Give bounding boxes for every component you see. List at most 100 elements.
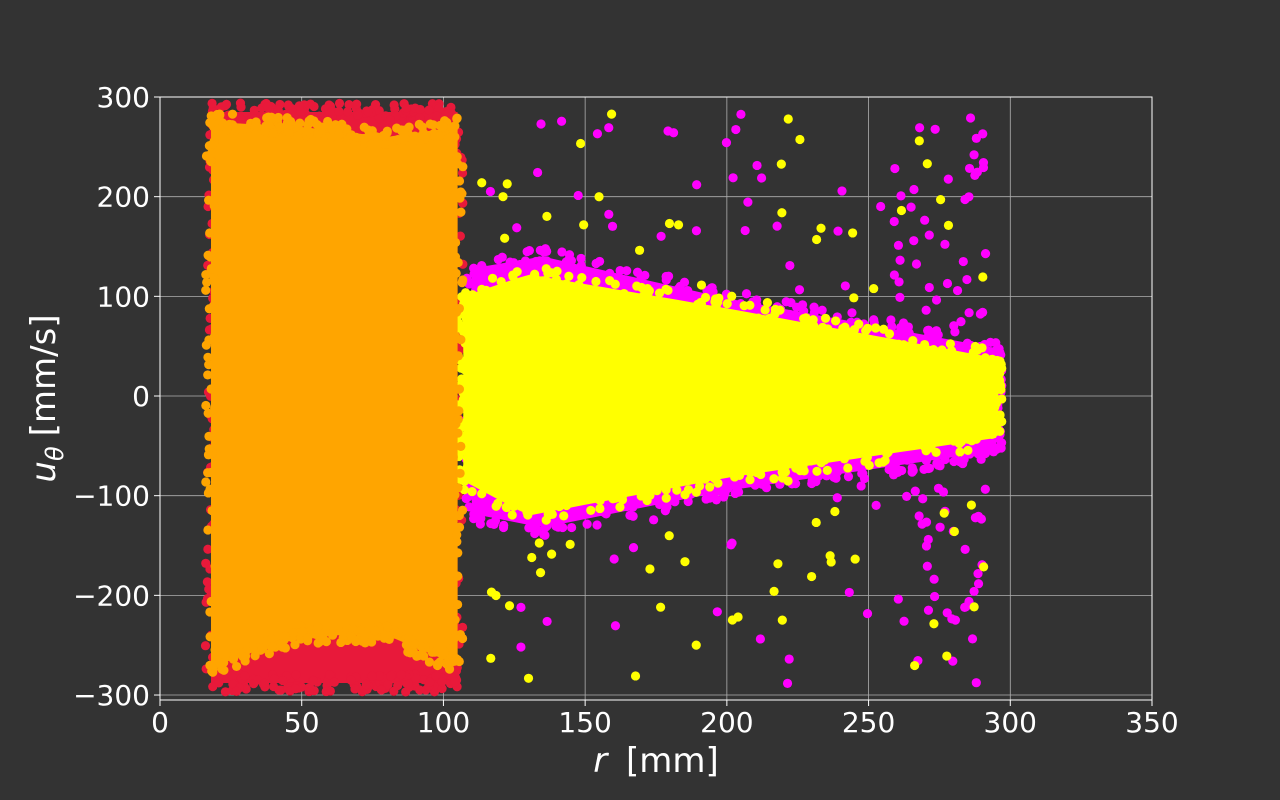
data-point	[848, 446, 858, 456]
data-point	[683, 485, 694, 495]
data-point	[980, 448, 990, 459]
y-axis-label: uθ[mm/s]	[24, 314, 69, 482]
data-point	[784, 654, 794, 664]
data-point	[296, 634, 306, 644]
data-point	[318, 633, 328, 643]
data-point	[922, 159, 932, 169]
data-point	[967, 634, 978, 644]
data-point	[278, 676, 288, 686]
data-point	[371, 132, 382, 142]
data-point	[782, 678, 793, 688]
data-point	[576, 253, 586, 264]
data-point	[353, 110, 363, 120]
data-point	[464, 425, 474, 436]
data-point	[491, 590, 501, 601]
data-point	[820, 313, 831, 323]
data-point	[481, 467, 491, 477]
data-point	[655, 499, 665, 510]
data-point	[206, 148, 217, 158]
data-point	[918, 494, 928, 504]
data-point	[664, 218, 675, 229]
data-point	[361, 629, 371, 640]
data-point	[527, 552, 537, 563]
data-point	[910, 660, 920, 671]
x-axis-ticks: 0 50 100 150 200 250 300 350	[151, 700, 1179, 739]
data-point	[978, 272, 988, 282]
data-point	[914, 511, 924, 521]
data-point	[923, 605, 934, 615]
data-point	[761, 483, 772, 493]
data-point	[561, 279, 571, 289]
data-point	[664, 531, 674, 541]
data-point	[588, 397, 598, 408]
data-point	[575, 138, 586, 149]
data-point	[785, 260, 795, 271]
data-point	[457, 278, 467, 288]
data-point	[854, 319, 864, 329]
data-point	[241, 684, 251, 694]
data-point	[321, 686, 331, 697]
data-point	[451, 268, 461, 278]
data-point	[973, 569, 983, 579]
data-point	[414, 136, 424, 146]
plot-frame	[159, 96, 1153, 701]
data-point	[974, 372, 985, 383]
data-point	[456, 207, 466, 217]
data-point	[832, 493, 842, 503]
data-point	[745, 475, 755, 485]
data-point	[816, 223, 826, 233]
data-point	[607, 221, 618, 231]
data-point	[937, 345, 947, 355]
data-point	[779, 462, 790, 472]
data-point	[949, 436, 959, 446]
data-point	[960, 544, 970, 554]
data-point	[783, 114, 793, 124]
data-point	[908, 466, 918, 476]
data-point	[401, 103, 411, 113]
data-point	[535, 256, 545, 266]
data-point	[523, 510, 533, 520]
data-point	[987, 391, 997, 401]
data-point	[843, 463, 853, 473]
data-point	[558, 404, 569, 414]
data-point	[209, 301, 219, 311]
data-point	[722, 299, 732, 309]
series-3	[201, 109, 468, 677]
data-point	[557, 247, 567, 257]
data-point	[585, 434, 595, 445]
y-tick-label: 0	[132, 380, 150, 413]
data-point	[968, 347, 978, 358]
data-point	[507, 510, 517, 520]
data-point	[893, 464, 903, 475]
data-point	[739, 465, 750, 475]
data-point	[463, 450, 473, 460]
data-point	[727, 538, 737, 548]
data-point	[263, 102, 273, 112]
data-point	[522, 247, 532, 257]
data-point	[370, 100, 381, 110]
data-point	[871, 500, 881, 510]
data-point	[994, 442, 1005, 452]
data-point	[799, 466, 809, 476]
data-point	[209, 272, 219, 283]
data-point	[799, 314, 809, 324]
data-point	[304, 116, 314, 126]
data-point	[204, 195, 214, 205]
data-point	[772, 221, 782, 231]
data-point	[453, 428, 463, 438]
data-point	[453, 571, 463, 581]
data-point	[733, 612, 743, 622]
data-point	[343, 107, 353, 117]
data-point	[274, 685, 284, 695]
data-point	[924, 230, 934, 240]
data-point	[894, 277, 904, 287]
data-point	[447, 370, 458, 381]
data-point	[317, 122, 327, 132]
data-point	[743, 197, 753, 207]
data-point	[915, 123, 925, 133]
data-point	[987, 354, 997, 364]
data-point	[728, 173, 738, 183]
data-point	[896, 191, 906, 201]
data-point	[327, 132, 337, 142]
data-point	[963, 445, 973, 455]
